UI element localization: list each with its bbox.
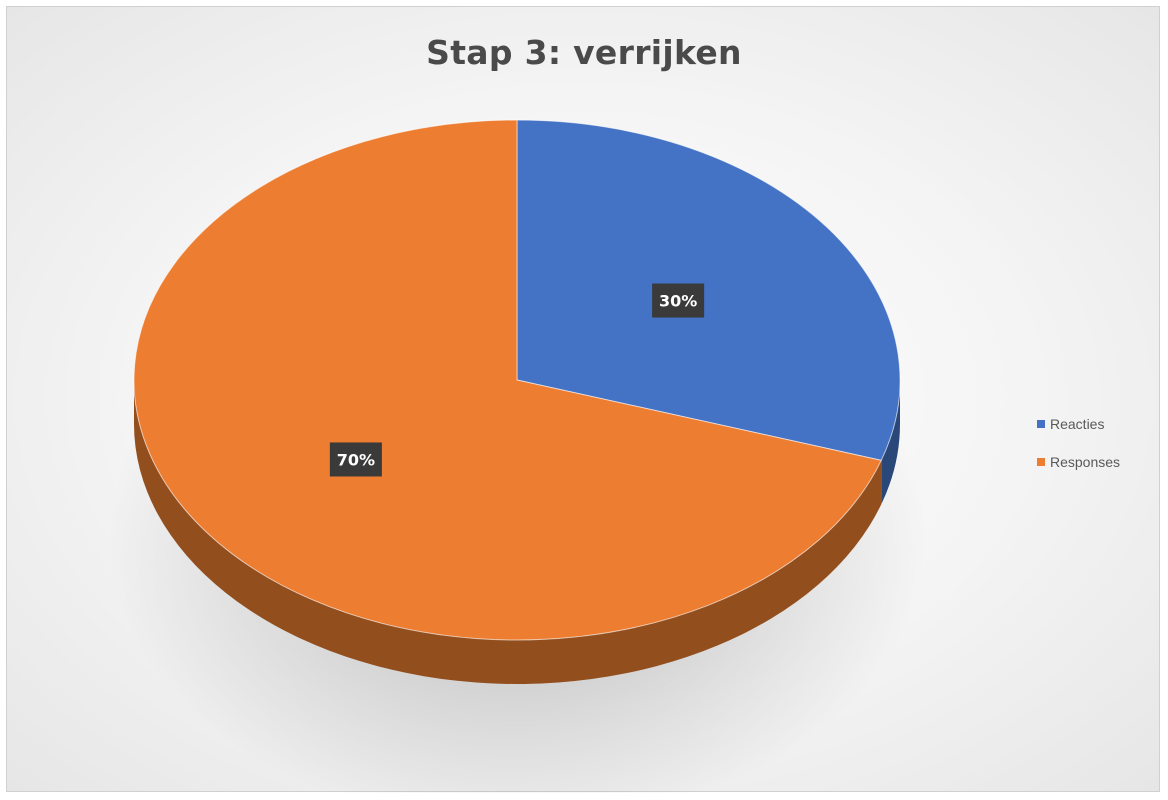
data-label-box-responses <box>329 442 382 477</box>
chart-title: Stap 3: verrijken <box>426 33 742 72</box>
pie-side-responses <box>134 380 882 685</box>
legend-item-responses: Responses <box>1037 453 1120 471</box>
pie-chart: 30% 70% <box>107 119 927 793</box>
data-label-reacties: 30% <box>652 283 705 318</box>
pie-slice-reacties <box>516 119 901 461</box>
data-label-text-responses: 70% <box>337 450 375 469</box>
pie-labels: 30% 70% <box>329 283 705 477</box>
chart-area: Stap 3: verrijken 30% 70% Reacties Respon… <box>6 6 1160 793</box>
pie-slice-responses <box>133 119 882 641</box>
legend-item-reacties: Reacties <box>1037 415 1120 433</box>
legend-label-reacties: Reacties <box>1050 416 1105 432</box>
pie-sides <box>134 380 900 685</box>
data-label-responses: 70% <box>329 442 382 477</box>
data-label-box-reacties <box>652 283 705 318</box>
legend-label-responses: Responses <box>1050 454 1121 470</box>
pie-tops <box>133 119 901 641</box>
data-label-text-reacties: 30% <box>659 292 697 311</box>
legend-swatch-reacties <box>1037 420 1045 428</box>
legend: Reacties Responses <box>1037 415 1120 491</box>
pie-side-reacties <box>881 380 900 505</box>
legend-swatch-responses <box>1037 458 1045 466</box>
